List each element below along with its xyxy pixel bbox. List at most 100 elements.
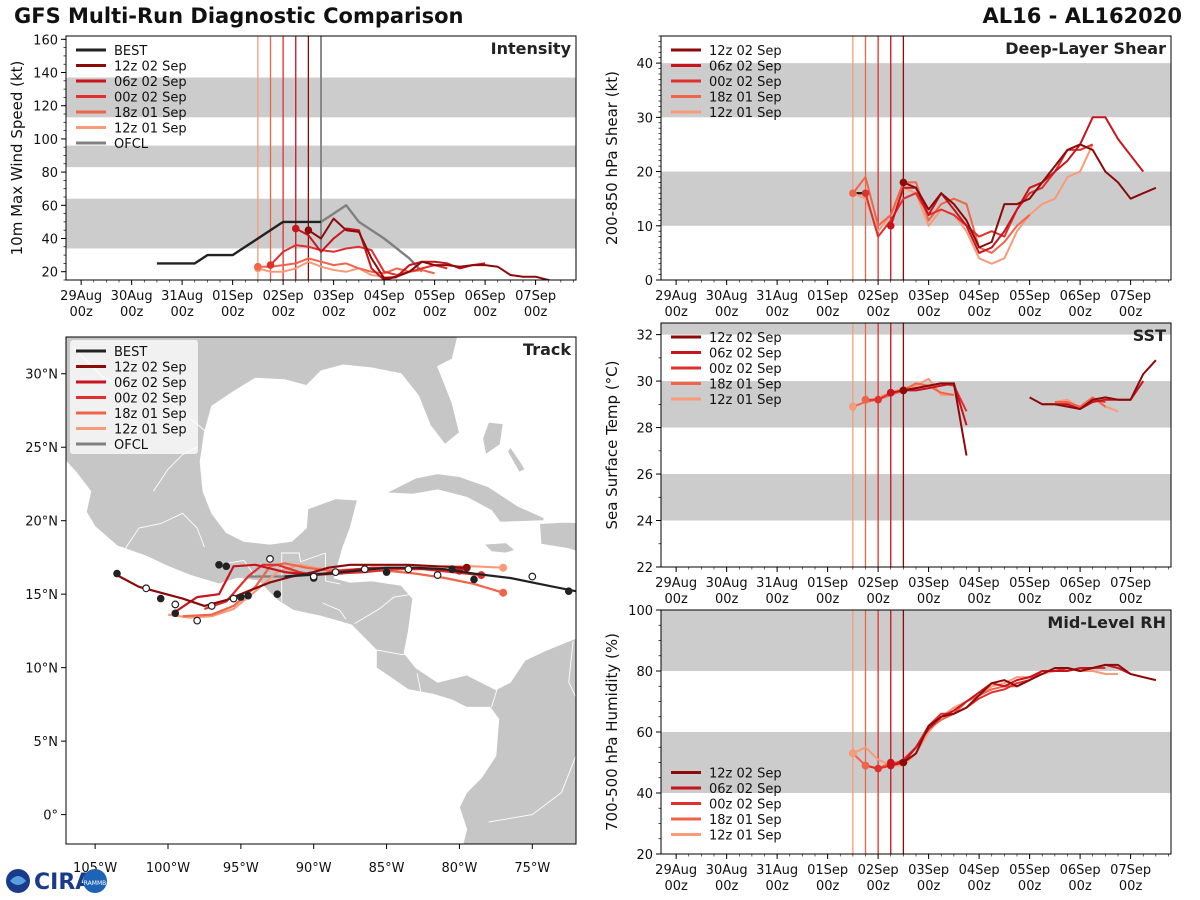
shear-ytick-label: 10 <box>636 220 653 235</box>
track-point-filled <box>113 569 121 578</box>
intensity-series-line <box>156 220 321 265</box>
shear-legend-label: 12z 02 Sep <box>709 44 782 59</box>
sst-ytick-label: 26 <box>636 468 653 483</box>
intensity-xtick-sublabel: 00z <box>271 305 295 320</box>
track-lon-label: 95°W <box>223 861 259 876</box>
track-legend-background <box>70 340 198 454</box>
land-polygon <box>539 521 576 552</box>
intensity-legend-label: 06z 02 Sep <box>114 75 187 90</box>
shear-xtick-sublabel: 00z <box>917 305 941 320</box>
rh-best-point <box>861 761 870 770</box>
sst-panel-title: SST <box>1133 326 1166 345</box>
track-legend-label: BEST <box>114 345 147 360</box>
sst-legend-label: 12z 02 Sep <box>709 331 782 346</box>
intensity-plot-area <box>66 36 576 280</box>
intensity-ytick-label: 100 <box>33 133 58 148</box>
intensity-xtick-sublabel: 00z <box>322 305 346 320</box>
rh-xtick-label: 06Sep <box>1060 863 1101 878</box>
sst-xtick-sublabel: 00z <box>1119 592 1143 607</box>
shear-xtick-label: 30Aug <box>706 289 748 304</box>
panel-track: 105°W 100°W 95°W 90°W 85°W 80°W 75°W 0° 5°N 10°N 1… <box>25 336 577 876</box>
track-point-filled <box>273 590 282 598</box>
shear-xtick-label: 02Sep <box>858 289 899 304</box>
track-lat-label: 20°N <box>25 515 58 530</box>
intensity-init-point <box>254 262 262 271</box>
shear-ylabel: 200-850 hPa Shear (kt) <box>603 71 621 245</box>
shear-series-line <box>852 176 1031 254</box>
land-polygon <box>507 446 526 473</box>
intensity-legend-label: 12z 01 Sep <box>114 122 187 137</box>
track-legend-label: 00z 02 Sep <box>114 392 187 407</box>
sst-xtick-sublabel: 00z <box>1018 592 1042 607</box>
intensity-xtick-label: 31Aug <box>161 289 203 304</box>
intensity-xtick-sublabel: 00z <box>423 305 447 320</box>
rh-ylabel: 700-500 hPa Humidity (%) <box>603 633 621 831</box>
rh-xtick-label: 31Aug <box>756 863 798 878</box>
rh-xtick-sublabel: 00z <box>765 879 789 894</box>
rh-ytick-label: 40 <box>636 787 653 802</box>
rh-xtick-sublabel: 00z <box>715 879 739 894</box>
intensity-xtick-sublabel: 00z <box>69 305 93 320</box>
land-polygon <box>385 473 545 523</box>
sst-ytick-label: 30 <box>636 375 653 390</box>
shear-band <box>661 63 1171 118</box>
track-lon-label: 80°W <box>441 861 477 876</box>
shear-ytick-label: 40 <box>636 57 653 72</box>
track-lon-label: 105°W <box>73 861 117 876</box>
track-legend-label: 12z 02 Sep <box>114 361 187 376</box>
rh-plot-area <box>661 610 1171 854</box>
track-lat-label: 25°N <box>25 441 58 456</box>
country-border <box>488 755 576 823</box>
track-legend-label: 12z 01 Sep <box>114 423 187 438</box>
rh-legend-label: 12z 02 Sep <box>709 767 782 782</box>
sst-ytick-label: 32 <box>636 329 653 344</box>
cira-logo: CIRA RAMMB <box>6 869 107 895</box>
shear-xtick-label: 31Aug <box>756 289 798 304</box>
rh-xtick-sublabel: 00z <box>866 879 890 894</box>
sst-best-point <box>861 395 870 404</box>
sst-best-point <box>886 388 895 397</box>
intensity-xtick-label: 06Sep <box>465 289 506 304</box>
figure-title: GFS Multi-Run Diagnostic Comparison <box>14 4 464 28</box>
track-point-filled <box>382 568 391 576</box>
shear-xtick-sublabel: 00z <box>816 305 840 320</box>
track-panel-title: Track <box>523 340 571 359</box>
intensity-xtick-label: 04Sep <box>364 289 405 304</box>
sst-xtick-label: 03Sep <box>908 576 949 591</box>
track-point-open <box>171 600 180 609</box>
rh-xtick-label: 03Sep <box>908 863 949 878</box>
land-polygon <box>66 337 576 844</box>
intensity-series-line <box>269 244 448 276</box>
rh-xtick-sublabel: 00z <box>664 879 688 894</box>
shear-legend-label: 12z 01 Sep <box>709 106 782 121</box>
intensity-xtick-label: 29Aug <box>60 289 102 304</box>
sst-legend-label: 12z 01 Sep <box>709 393 782 408</box>
shear-ytick-label: 30 <box>636 111 653 126</box>
intensity-legend-label: 00z 02 Sep <box>114 91 187 106</box>
track-lon-label: 75°W <box>514 861 550 876</box>
rh-xtick-label: 07Sep <box>1110 863 1151 878</box>
intensity-ytick-label: 140 <box>33 67 58 82</box>
intensity-series-line <box>257 260 397 280</box>
rh-xtick-sublabel: 00z <box>917 879 941 894</box>
rh-legend-label: 12z 01 Sep <box>709 829 782 844</box>
rh-xtick-sublabel: 00z <box>816 879 840 894</box>
intensity-xtick-label: 01Sep <box>212 289 253 304</box>
shear-series-line <box>889 116 1144 254</box>
sst-ytick-label: 22 <box>636 561 653 576</box>
rh-ytick-label: 100 <box>628 604 653 619</box>
track-line <box>116 563 467 608</box>
sst-band <box>661 323 1171 335</box>
sst-xtick-label: 01Sep <box>807 576 848 591</box>
track-point-filled <box>222 562 231 571</box>
intensity-ytick-label: 20 <box>41 266 58 281</box>
shear-plot-area <box>661 36 1171 280</box>
intensity-ytick-label: 80 <box>41 166 58 181</box>
track-point-filled <box>156 594 165 603</box>
shear-legend-label: 18z 01 Sep <box>709 91 782 106</box>
rh-legend-label: 18z 01 Sep <box>709 813 782 828</box>
shear-xtick-label: 03Sep <box>908 289 949 304</box>
intensity-init-point <box>291 224 300 233</box>
sst-series-line <box>903 382 968 456</box>
